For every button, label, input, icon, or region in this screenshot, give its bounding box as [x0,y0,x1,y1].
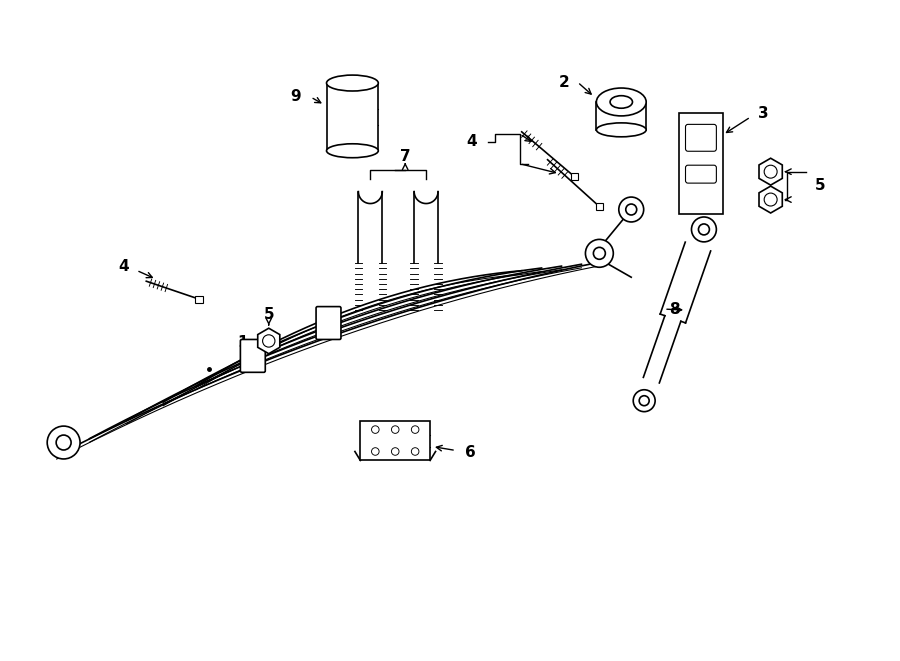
Text: 1: 1 [238,335,248,350]
FancyBboxPatch shape [686,165,716,183]
Circle shape [392,447,399,455]
Circle shape [764,193,777,206]
Circle shape [392,426,399,434]
FancyBboxPatch shape [686,124,716,151]
Ellipse shape [698,224,709,235]
Text: 5: 5 [815,178,825,193]
Ellipse shape [585,239,613,267]
FancyBboxPatch shape [240,340,266,372]
Text: 6: 6 [464,445,475,460]
Circle shape [764,165,777,178]
Ellipse shape [639,396,649,406]
Ellipse shape [626,204,636,215]
Ellipse shape [327,75,378,91]
Ellipse shape [327,144,378,158]
Ellipse shape [47,426,80,459]
Ellipse shape [610,96,633,108]
Text: 7: 7 [400,149,410,164]
Ellipse shape [597,88,646,116]
Circle shape [411,426,418,434]
Text: 3: 3 [759,106,769,122]
FancyBboxPatch shape [596,203,603,210]
Ellipse shape [634,390,655,412]
Circle shape [372,447,379,455]
Text: 9: 9 [291,89,301,104]
FancyBboxPatch shape [316,307,341,340]
Text: 8: 8 [669,301,680,317]
Text: 5: 5 [264,307,274,321]
Ellipse shape [619,197,644,222]
Ellipse shape [56,435,71,450]
Circle shape [372,426,379,434]
Circle shape [411,447,418,455]
Text: 4: 4 [466,134,477,149]
Text: 2: 2 [559,75,570,89]
FancyBboxPatch shape [679,113,723,214]
Text: 4: 4 [118,258,129,274]
Ellipse shape [597,123,646,137]
FancyBboxPatch shape [195,295,203,303]
FancyBboxPatch shape [360,420,430,461]
Ellipse shape [593,247,606,259]
Ellipse shape [691,217,716,242]
FancyBboxPatch shape [327,83,378,151]
Circle shape [263,334,274,347]
FancyBboxPatch shape [571,173,579,180]
